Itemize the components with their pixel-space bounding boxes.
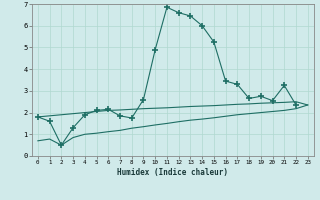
X-axis label: Humidex (Indice chaleur): Humidex (Indice chaleur) bbox=[117, 168, 228, 177]
